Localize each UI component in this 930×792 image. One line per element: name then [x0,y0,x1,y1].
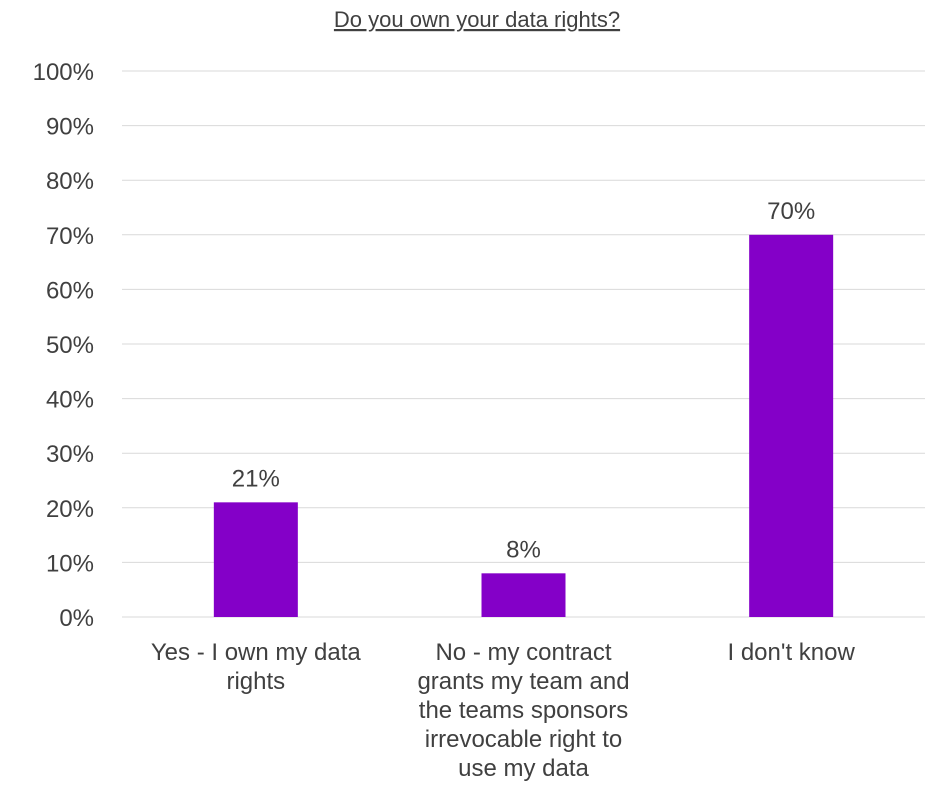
x-category-line: irrevocable right to [425,726,622,753]
data-label: 70% [767,198,815,225]
bar [481,573,566,617]
y-tick-label: 100% [33,59,94,86]
y-tick-label: 0% [59,605,94,632]
data-labels: 21% 8% 70% [232,198,815,564]
x-category-label: No - my contract grants my team and the te… [417,639,629,782]
x-category-line: grants my team and [417,668,629,695]
bar [749,234,834,618]
x-category-line: I don't know [728,639,856,666]
y-tick-label: 10% [46,550,94,577]
bars [213,234,834,618]
y-tick-label: 20% [46,496,94,523]
chart-title: Do you own your data rights? [334,7,620,32]
x-category-line: Yes - I own my data [151,639,362,666]
x-category-label: Yes - I own my data rights [151,639,362,695]
y-axis-ticks: 0% 10% 20% 30% 40% 50% 60% 70% 80% 90% 100% [33,59,94,632]
y-tick-label: 60% [46,277,94,304]
x-category-line: rights [226,668,285,695]
y-tick-label: 90% [46,114,94,141]
bar [213,502,298,617]
x-axis-categories: Yes - I own my data rights No - my contrac… [151,639,856,782]
x-category-label: I don't know [728,639,856,666]
data-label: 8% [506,536,541,563]
y-tick-label: 80% [46,168,94,195]
y-tick-label: 70% [46,223,94,250]
data-label: 21% [232,465,280,492]
y-tick-label: 50% [46,332,94,359]
y-tick-label: 30% [46,441,94,468]
x-category-line: use my data [458,755,589,782]
y-tick-label: 40% [46,387,94,414]
x-category-line: No - my contract [435,639,611,666]
x-category-line: the teams sponsors [419,697,628,724]
